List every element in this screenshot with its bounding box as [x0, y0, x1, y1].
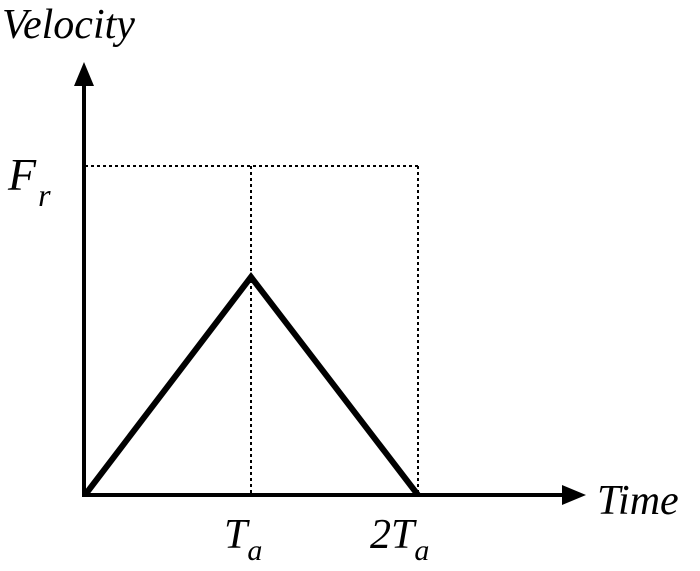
2ta-label: 2Ta [370, 512, 429, 567]
x-axis-arrow-icon [562, 485, 586, 505]
y-axis-label: Velocity [2, 2, 135, 48]
fr-label: Fr [7, 149, 51, 213]
y-axis-arrow-icon [74, 62, 94, 86]
x-axis-label: Time [597, 478, 679, 524]
ta-label: Ta [224, 512, 262, 567]
velocity-profile [82, 272, 421, 497]
